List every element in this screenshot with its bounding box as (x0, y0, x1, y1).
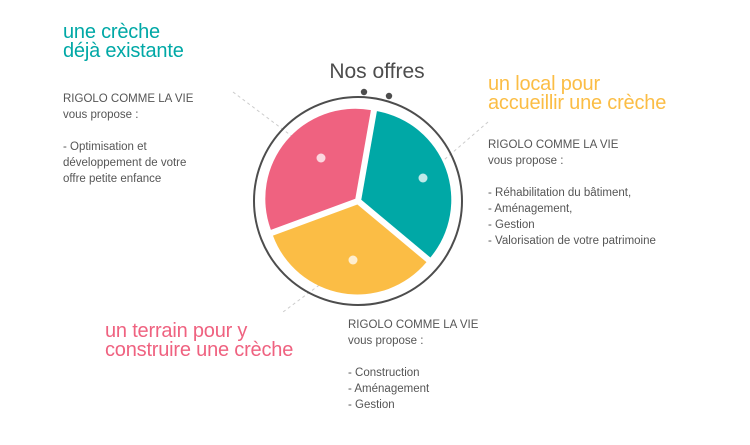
offer-existing-title-line-2: déjà existante (63, 40, 184, 62)
offer-local-subtitle: vous propose : (488, 155, 564, 167)
offer-existing-subtitle: vous propose : (63, 109, 139, 121)
offer-local-title-line-2: accueillir une crèche (488, 92, 667, 114)
segment-dots (316, 153, 428, 265)
segment-dot-terrain (348, 255, 358, 265)
offer-terrain-body: RIGOLO COMME LA VIE vous propose : - Con… (348, 317, 478, 413)
outer-ring (253, 96, 463, 306)
pie-segment-existing (361, 111, 452, 258)
offer-terrain-item: - Construction (348, 367, 420, 379)
offer-terrain-item: - Aménagement (348, 383, 430, 395)
offer-existing-title: une crèche déjà existante (63, 21, 193, 62)
segment-dot-local (418, 173, 428, 183)
segment-dot-existing (316, 153, 326, 163)
offer-local-body: RIGOLO COMME LA VIE vous propose : - Réh… (488, 137, 666, 249)
offer-local: un local pour accueillir une crèche RIGO… (488, 73, 667, 249)
offer-local-item: - Valorisation de votre patrimoine (488, 235, 656, 247)
offer-existing-item: offre petite enfance (63, 173, 162, 185)
offer-local-item: - Aménagement, (488, 203, 573, 215)
ring-marker-right (385, 92, 393, 100)
offer-terrain-title-line-1: un terrain pour y (105, 320, 248, 342)
offer-local-item: - Gestion (488, 219, 535, 231)
offer-existing-item: développement de votre (63, 157, 187, 169)
offer-terrain: un terrain pour y construire une crèche (105, 320, 294, 361)
offer-existing: une crèche déjà existante RIGOLO COMME L… (63, 21, 193, 187)
pie-segment-terrain (265, 108, 371, 230)
ring-marker-left (360, 88, 368, 96)
offer-local-brand: RIGOLO COMME LA VIE (488, 139, 619, 151)
offer-local-title: un local pour accueillir une crèche (488, 73, 667, 114)
ring-markers (360, 88, 393, 100)
offer-existing-title-line-1: une crèche (63, 21, 160, 43)
offer-existing-body: RIGOLO COMME LA VIE vous propose : - Opt… (63, 91, 193, 187)
offer-local-item: - Réhabilitation du bâtiment, (488, 187, 632, 199)
offer-terrain-title-line-2: construire une crèche (105, 339, 294, 361)
offer-existing-brand: RIGOLO COMME LA VIE (63, 93, 194, 105)
pie-segments (265, 108, 452, 295)
offer-terrain-brand: RIGOLO COMME LA VIE (348, 319, 479, 331)
diagram-title: Nos offres (329, 60, 424, 83)
offer-terrain-item: - Gestion (348, 399, 395, 411)
offer-terrain-title: un terrain pour y construire une crèche (105, 320, 294, 361)
pie-segment-local (272, 204, 427, 295)
connector-line-local (422, 121, 489, 179)
offer-terrain-subtitle: vous propose : (348, 335, 424, 347)
offer-local-title-line-1: un local pour (488, 73, 600, 95)
offer-existing-item: - Optimisation et (63, 141, 147, 153)
